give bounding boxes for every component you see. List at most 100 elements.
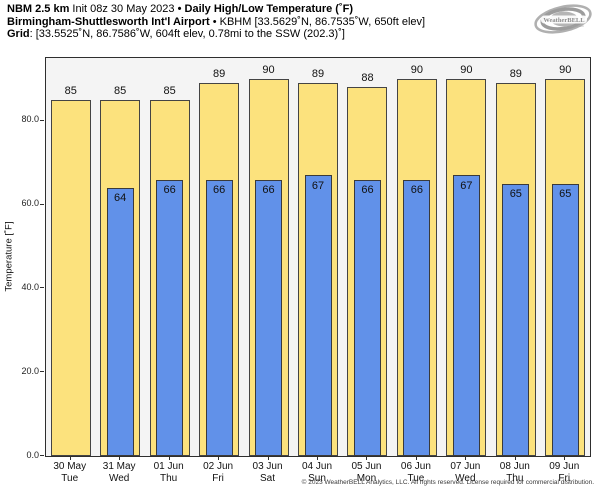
high-value-label: 89 — [212, 68, 226, 81]
low-bar — [106, 187, 134, 456]
high-value-label: 90 — [559, 63, 572, 76]
x-tick-label: 03 Jun Sat — [238, 461, 298, 485]
low-bar — [403, 179, 431, 456]
svg-text:WeatherBELL: WeatherBELL — [543, 17, 585, 24]
high-value-label: 88 — [361, 72, 374, 85]
plot-area: 85 85 64 85 66 89 66 90 66 89 67 88 66 90 66 90 67 89 65 90… — [45, 57, 591, 457]
x-tick-date: 07 Jun — [450, 461, 481, 472]
init-time: Init 08z 30 May 2023 — [69, 3, 178, 15]
x-tick-mark — [317, 457, 318, 460]
x-tick-weekday: Wed — [455, 473, 476, 484]
low-value-label: 65 — [559, 188, 572, 201]
x-tick-date: 06 Jun — [400, 461, 431, 472]
x-tick-mark — [564, 457, 566, 460]
x-tick-mark — [366, 457, 368, 460]
x-tick-mark — [415, 457, 417, 460]
x-tick-weekday: Thu — [506, 473, 524, 484]
x-tick-label: 01 Jun Thu — [139, 461, 199, 485]
header-separator-1: • — [177, 3, 182, 15]
x-tick-date: 31 May — [102, 461, 136, 472]
x-tick-label: 08 Jun Thu — [485, 461, 545, 485]
x-tick-mark — [168, 457, 170, 460]
x-tick-mark — [218, 457, 220, 460]
x-tick-label: 07 Jun Wed — [435, 461, 495, 485]
low-bar — [205, 179, 233, 456]
chart-title: Daily High/Low Temperature (˚F) — [181, 3, 353, 15]
low-value-label: 66 — [212, 184, 226, 196]
low-value-label: 66 — [361, 184, 374, 196]
x-tick-date: 08 Jun — [499, 461, 530, 472]
y-tick-mark — [40, 371, 44, 373]
x-tick-date: 09 Jun — [549, 461, 580, 472]
station-name: Birmingham-Shuttlesworth Int'l Airport — [7, 15, 210, 28]
x-tick-weekday: Wed — [108, 473, 130, 484]
svg-text:Analytics LLC: Analytics LLC — [568, 24, 584, 28]
y-tick-label: 60.0 — [21, 198, 39, 209]
low-bar — [551, 183, 579, 456]
x-tick-label: 04 Jun Sun — [287, 461, 347, 485]
high-value-label: 85 — [163, 84, 176, 97]
low-value-label: 66 — [410, 184, 424, 196]
x-tick-label: 31 May Wed — [89, 461, 149, 485]
x-tick-weekday: Tue — [407, 473, 425, 484]
high-value-label: 85 — [114, 84, 127, 97]
x-tick-mark — [119, 457, 121, 460]
low-value-label: 65 — [509, 188, 522, 201]
x-tick-date: 05 Jun — [351, 461, 382, 472]
x-tick-label: 09 Jun Fri — [534, 461, 594, 485]
x-tick-mark — [267, 457, 269, 460]
y-tick-label: 0.0 — [26, 449, 39, 460]
model-name: NBM 2.5 km — [7, 3, 70, 15]
y-tick-mark — [40, 287, 44, 289]
x-tick-weekday: Thu — [160, 473, 178, 484]
low-value-label: 66 — [163, 184, 176, 196]
x-tick-weekday: Sun — [308, 473, 326, 484]
y-tick-label: 20.0 — [21, 365, 39, 376]
high-value-label: 89 — [311, 68, 325, 81]
x-tick-date: 02 Jun — [203, 461, 234, 472]
x-tick-label: 30 May Tue — [40, 461, 100, 485]
low-value-label: 64 — [114, 192, 127, 205]
x-tick-mark — [514, 457, 516, 460]
low-bar — [353, 179, 381, 456]
x-tick-date: 04 Jun — [301, 461, 333, 472]
y-tick-mark — [40, 119, 44, 121]
y-tick-mark — [40, 455, 44, 456]
header-line-2: Birmingham-Shuttlesworth Int'l Airport •… — [7, 16, 425, 29]
low-bar — [255, 179, 283, 456]
x-tick-weekday: Fri — [558, 473, 571, 484]
x-tick-weekday: Tue — [61, 473, 79, 484]
y-axis-tick-labels: 0.0 20.0 40.0 60.0 80.0 — [0, 57, 39, 459]
x-tick-weekday: Mon — [356, 473, 377, 484]
y-tick-label: 80.0 — [21, 114, 39, 125]
copyright-notice: © 2023 WeatherBELL Analytics, LLC. All r… — [301, 479, 594, 486]
low-value-label: 67 — [460, 179, 473, 192]
high-value-label: 90 — [410, 63, 424, 76]
chart-header: NBM 2.5 km Init 08z 30 May 2023 • Daily … — [7, 3, 425, 41]
low-bar — [452, 175, 480, 456]
x-axis-tick-labels: 30 May Tue 31 May Wed 01 Jun Thu 02 Jun Fri 03 J… — [45, 456, 589, 486]
low-value-label: 66 — [262, 184, 275, 196]
x-tick-date: 30 May — [53, 461, 87, 472]
header-line-1: NBM 2.5 km Init 08z 30 May 2023 • Daily … — [7, 3, 425, 16]
x-tick-weekday: Sat — [260, 473, 276, 484]
x-tick-label: 02 Jun Fri — [188, 461, 248, 485]
low-bar — [502, 183, 530, 456]
x-tick-weekday: Fri — [212, 473, 224, 484]
grid-coords: : [33.5525˚N, 86.7586˚W, 604ft elev, 0.7… — [29, 28, 345, 40]
weatherbell-logo-icon: WeatherBELL Analytics LLC — [530, 2, 596, 43]
low-value-label: 67 — [311, 179, 325, 192]
grid-label: Grid — [7, 28, 30, 40]
high-value-label: 90 — [460, 63, 473, 76]
x-tick-label: 06 Jun Tue — [386, 461, 446, 485]
x-tick-date: 03 Jun — [252, 461, 283, 472]
y-tick-label: 40.0 — [21, 281, 39, 292]
x-tick-mark — [69, 457, 71, 460]
low-bar — [156, 179, 184, 456]
header-separator-2: • — [209, 15, 220, 28]
header-line-3: Grid: [33.5525˚N, 86.7586˚W, 604ft elev,… — [7, 28, 425, 41]
high-value-label: 89 — [509, 68, 522, 81]
y-tick-mark — [40, 203, 44, 205]
x-tick-label: 05 Jun Mon — [336, 461, 396, 485]
x-tick-mark — [465, 457, 467, 460]
